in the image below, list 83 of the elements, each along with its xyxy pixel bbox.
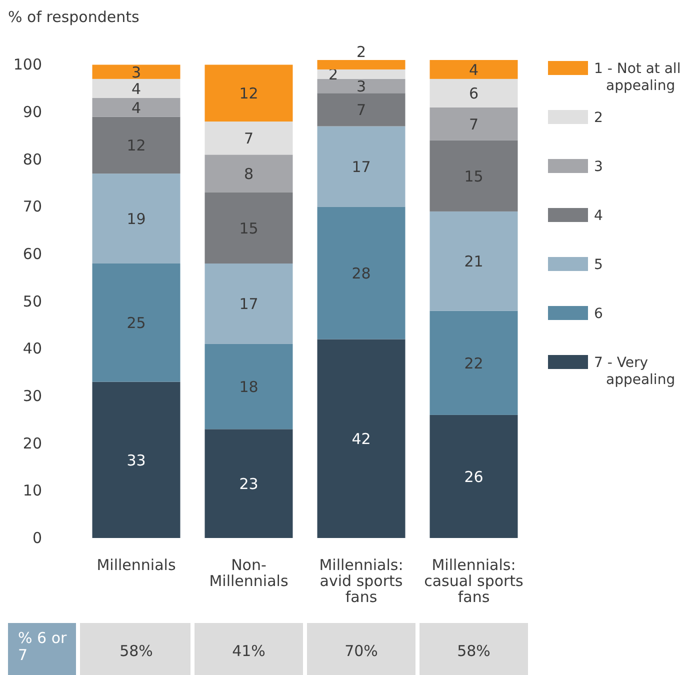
bar bbox=[317, 93, 406, 126]
data-label: 4 bbox=[131, 98, 142, 117]
legend-label: 1 - Not at all appealing bbox=[594, 61, 681, 94]
bar bbox=[430, 60, 518, 79]
data-label: 17 bbox=[352, 158, 371, 176]
legend-label: 2 bbox=[594, 110, 603, 126]
data-label: 17 bbox=[239, 295, 258, 314]
data-label: 42 bbox=[352, 430, 371, 448]
data-label: 33 bbox=[126, 451, 146, 470]
data-label: 28 bbox=[352, 264, 371, 282]
data-label: 15 bbox=[464, 167, 484, 186]
data-label: 4 bbox=[468, 60, 479, 79]
data-label: 4 bbox=[131, 80, 142, 98]
bar bbox=[317, 126, 406, 207]
bar bbox=[430, 78, 518, 108]
data-label: 12 bbox=[126, 136, 146, 155]
bar bbox=[92, 116, 180, 174]
data-label: 12 bbox=[239, 84, 258, 103]
text: 41% bbox=[232, 642, 266, 660]
bar bbox=[92, 78, 180, 98]
y-tick-label: 70 bbox=[22, 198, 42, 216]
legend-label: 4 bbox=[594, 208, 603, 224]
bar bbox=[430, 414, 518, 538]
bar bbox=[92, 264, 180, 382]
bar bbox=[317, 339, 406, 538]
data-label: 6 bbox=[468, 84, 479, 103]
bar bbox=[317, 206, 406, 340]
bar bbox=[204, 192, 293, 264]
y-tick-label: 50 bbox=[22, 292, 42, 310]
bar bbox=[92, 382, 180, 538]
bar bbox=[204, 264, 293, 344]
y-tick-label: 60 bbox=[22, 245, 42, 264]
text: 58% bbox=[457, 642, 490, 660]
y-axis-title: % of respondents bbox=[8, 8, 140, 26]
legend-label: 6 bbox=[594, 306, 603, 322]
bar bbox=[430, 211, 518, 311]
bar bbox=[317, 60, 406, 70]
y-tick-label: 40 bbox=[22, 340, 42, 358]
bar bbox=[204, 122, 293, 155]
bar bbox=[204, 154, 293, 193]
legend-label: 5 bbox=[594, 257, 603, 273]
data-label: 7 bbox=[244, 130, 254, 148]
data-label: 3 bbox=[131, 63, 142, 82]
legend-label: 7 - Very appealing bbox=[594, 355, 676, 388]
text: % 6 or 7 bbox=[18, 629, 68, 664]
x-tick-label: Millennials bbox=[96, 556, 176, 574]
text: 70% bbox=[344, 642, 378, 660]
data-label: 19 bbox=[126, 210, 146, 228]
y-tick-label: 20 bbox=[22, 434, 42, 452]
data-label: 7 bbox=[468, 115, 479, 134]
data-label: 26 bbox=[464, 468, 484, 486]
y-tick-label: 90 bbox=[22, 103, 42, 122]
bar bbox=[430, 310, 518, 415]
data-label: 7 bbox=[356, 101, 366, 120]
x-tick-label: Millennials: avid sports fans bbox=[319, 556, 404, 606]
bar bbox=[204, 64, 293, 122]
data-label: 2 bbox=[356, 43, 366, 61]
bar bbox=[317, 69, 406, 79]
x-tick-label: Non-Millennials bbox=[209, 556, 288, 590]
data-label: 15 bbox=[239, 220, 258, 238]
bar bbox=[317, 78, 406, 94]
bar bbox=[92, 174, 180, 264]
bar bbox=[204, 429, 293, 538]
legend-label: 3 bbox=[594, 159, 603, 175]
y-tick-label: 80 bbox=[22, 150, 42, 168]
data-label: 23 bbox=[239, 475, 258, 494]
bar bbox=[430, 107, 518, 140]
data-label: 8 bbox=[244, 165, 254, 184]
y-tick-label: 30 bbox=[22, 387, 42, 406]
y-tick-label: 0 bbox=[32, 529, 42, 547]
bar bbox=[92, 98, 180, 117]
x-tick-label: Millennials: casual sports fans bbox=[424, 556, 524, 606]
data-label: 21 bbox=[464, 252, 484, 271]
data-label: 18 bbox=[239, 378, 258, 396]
bar bbox=[204, 344, 293, 430]
data-label: 25 bbox=[126, 314, 146, 332]
bar bbox=[92, 64, 180, 79]
data-label: 22 bbox=[464, 354, 484, 372]
text: 58% bbox=[120, 642, 153, 660]
y-tick-label: 100 bbox=[13, 56, 42, 74]
bar bbox=[430, 140, 518, 212]
data-label: 3 bbox=[356, 78, 366, 96]
y-tick-label: 10 bbox=[22, 482, 42, 500]
